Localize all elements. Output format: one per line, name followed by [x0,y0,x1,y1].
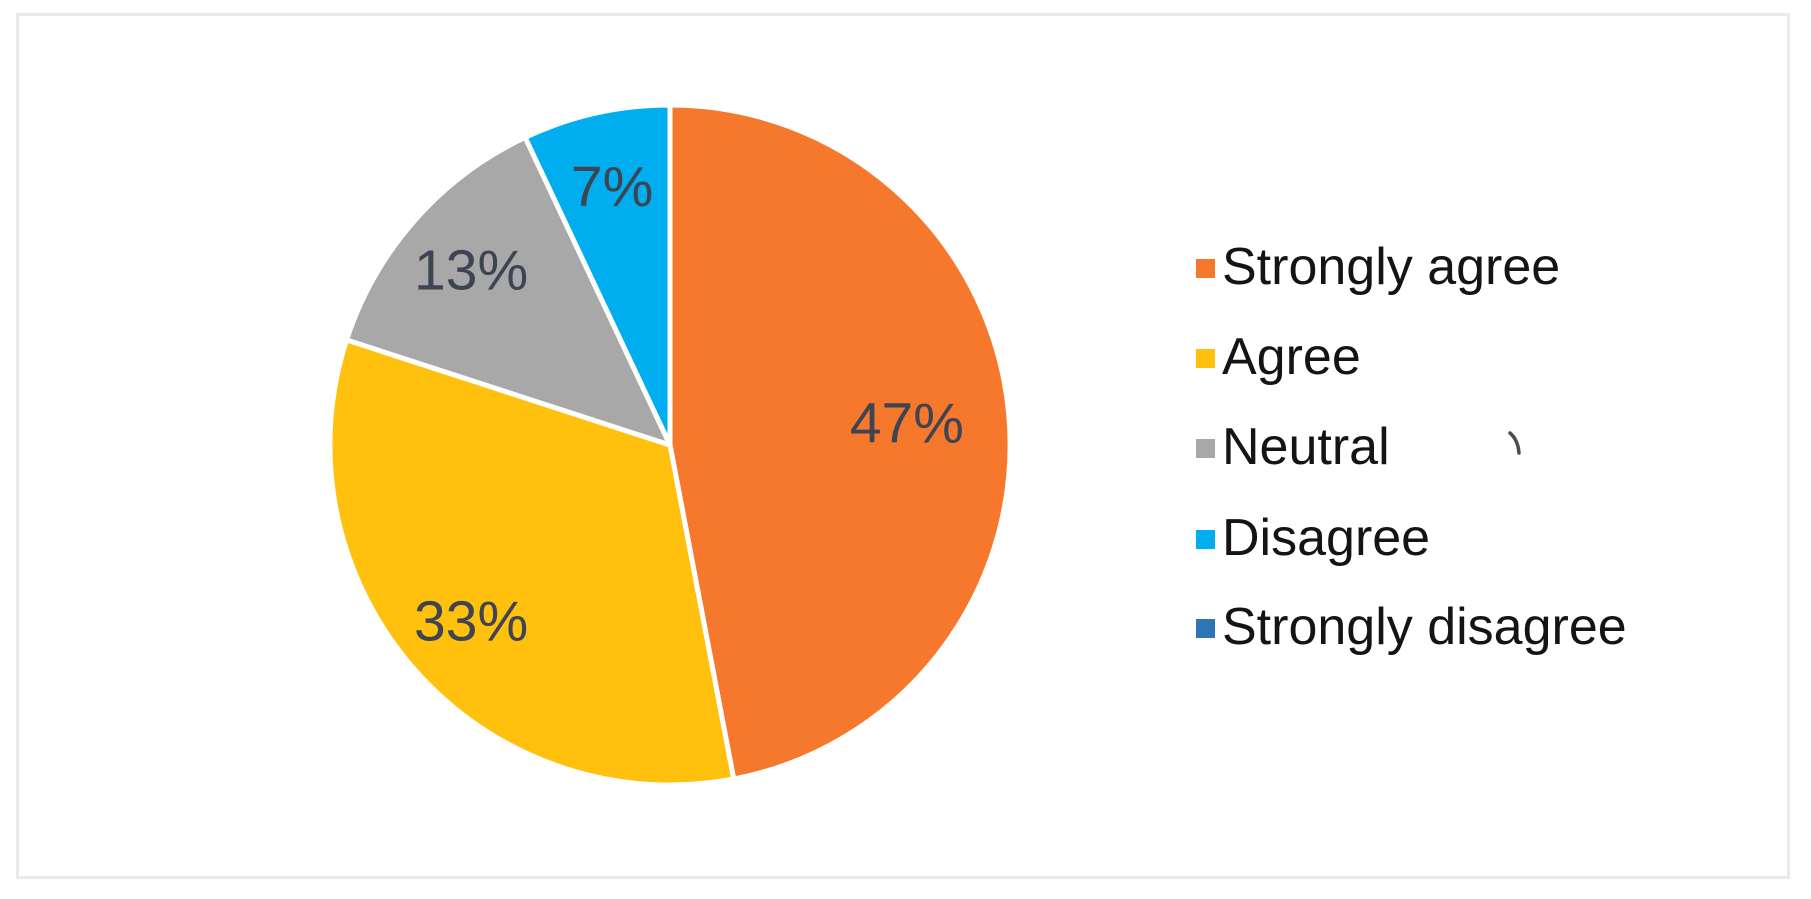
legend-item-disagree: Disagree [1196,510,1430,566]
pie-slice-disagree [522,102,673,448]
pie-data-label-agree: 33% [414,589,528,653]
pie-slice-strongly-agree [667,102,1013,782]
legend-swatch-strongly-disagree [1196,618,1215,638]
legend-item-strongly-disagree: Strongly disagree [1196,599,1627,655]
legend-item-strongly-agree: Strongly agree [1196,239,1560,295]
pie-data-label-neutral: 13% [414,239,528,303]
legend-swatch-agree [1196,348,1215,368]
legend-swatch-strongly-agree [1196,258,1215,278]
legend-label: Agree [1222,328,1361,386]
pie-slice-agree [327,337,737,788]
legend-label: Strongly disagree [1222,598,1627,656]
legend-item-agree: Agree [1196,329,1361,385]
legend-label: Neutral [1222,418,1390,476]
pie-slice-neutral [344,134,673,448]
legend-swatch-neutral [1196,438,1215,458]
stray-ink-mark [1508,431,1521,455]
pie-data-label-disagree: 7% [571,155,653,219]
legend-item-neutral: Neutral [1196,419,1390,475]
legend-swatch-disagree [1196,529,1215,549]
legend-label: Disagree [1222,509,1431,567]
pie-data-label-strongly-agree: 47% [850,392,964,456]
legend-label: Strongly agree [1222,238,1561,296]
